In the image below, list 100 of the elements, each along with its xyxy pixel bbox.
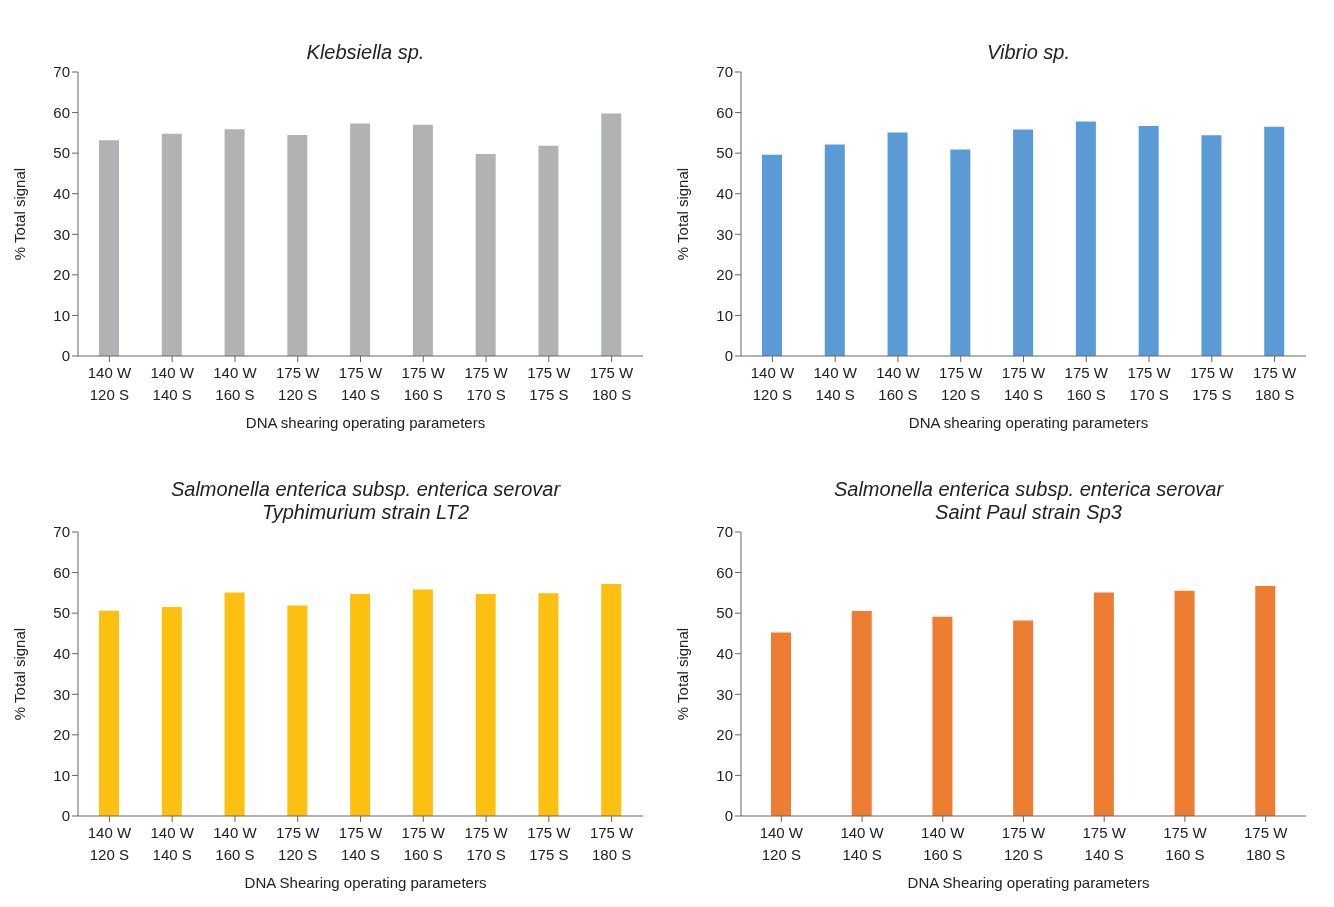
y-tick-label: 70	[716, 523, 733, 541]
y-tick-label: 60	[53, 103, 70, 121]
x-tick-label: 175 W 140 S	[1082, 824, 1127, 863]
y-tick-label: 30	[53, 225, 70, 243]
x-tick-label: 140 W 120 S	[750, 364, 795, 403]
bar	[1013, 620, 1034, 816]
x-tick-label: 175 W 140 S	[1001, 364, 1047, 403]
x-tick-label: 175 W 160 S	[401, 364, 446, 403]
x-tick-label: 140 W 160 S	[213, 364, 258, 403]
bar	[350, 594, 371, 816]
bar	[161, 133, 182, 356]
y-tick-label: 40	[53, 645, 70, 663]
x-tick-label: 175 W 120 S	[939, 364, 984, 403]
bar	[887, 132, 908, 356]
bar	[762, 154, 782, 356]
bar	[601, 583, 622, 816]
y-tick-label: 20	[716, 266, 733, 284]
y-tick-label: 30	[716, 225, 733, 243]
chart-title: Vibrio sp.	[986, 40, 1071, 64]
y-tick-label: 0	[61, 347, 70, 365]
y-tick-label: 0	[724, 347, 733, 365]
y-tick-label: 40	[53, 185, 70, 203]
x-axis-title: DNA shearing operating parameters	[244, 414, 487, 431]
x-tick-label: 175 W 180 S	[589, 364, 635, 403]
x-tick-label: 140 W 140 S	[150, 364, 195, 403]
bar	[412, 589, 433, 816]
y-tick-label: 50	[53, 144, 70, 162]
x-tick-label: 175 W 140 S	[338, 364, 384, 403]
bar	[287, 134, 308, 356]
y-tick-label: 70	[53, 523, 70, 541]
x-tick-label: 140 W 120 S	[87, 824, 132, 863]
y-tick-label: 0	[724, 807, 733, 825]
x-tick-label: 175 W 170 S	[464, 364, 509, 403]
bar	[475, 594, 496, 816]
x-tick-label: 175 W 160 S	[1163, 824, 1208, 863]
chart-title: Klebsiella sp.	[305, 40, 426, 64]
bar	[1264, 126, 1285, 356]
x-tick-label: 175 W 175 S	[527, 364, 572, 403]
x-tick-label: 140 W 160 S	[213, 824, 258, 863]
y-axis-title: % Total signal	[11, 167, 29, 261]
bar	[1138, 125, 1159, 356]
x-tick-label: 175 W 170 S	[464, 824, 509, 863]
y-tick-label: 40	[716, 645, 733, 663]
x-tick-label: 175 W 140 S	[338, 824, 384, 863]
x-tick-label: 175 W 120 S	[276, 824, 321, 863]
y-tick-label: 20	[716, 726, 733, 744]
x-tick-label: 175 W 180 S	[1252, 364, 1298, 403]
y-axis-title: % Total signal	[674, 627, 692, 721]
chart-title: Salmonella enterica subsp. enterica serovar Saint Paul strain Sp3	[832, 477, 1225, 524]
x-axis-title: DNA Shearing operating parameters	[906, 874, 1151, 891]
y-tick-label: 50	[716, 604, 733, 622]
x-tick-label: 175 W 160 S	[401, 824, 446, 863]
bar	[771, 632, 791, 816]
x-axis-title: DNA shearing operating parameters	[907, 414, 1150, 431]
y-tick-label: 50	[716, 144, 733, 162]
bar	[161, 607, 182, 816]
bar	[538, 593, 559, 816]
x-tick-label: 140 W 140 S	[813, 364, 858, 403]
x-axis-title: DNA Shearing operating parameters	[243, 874, 488, 891]
x-tick-label: 175 W 120 S	[1001, 824, 1047, 863]
y-tick-label: 50	[53, 604, 70, 622]
x-tick-label: 140 W 140 S	[840, 824, 885, 863]
y-tick-label: 60	[716, 563, 733, 581]
bar	[350, 123, 371, 356]
x-tick-label: 175 W 160 S	[1064, 364, 1109, 403]
y-tick-label: 20	[53, 726, 70, 744]
x-tick-label: 175 W 120 S	[276, 364, 321, 403]
bar	[224, 129, 245, 356]
y-tick-label: 60	[53, 563, 70, 581]
x-tick-label: 175 W 180 S	[1243, 824, 1289, 863]
y-tick-label: 10	[716, 306, 733, 324]
bar	[950, 149, 971, 356]
x-tick-label: 175 W 175 S	[527, 824, 572, 863]
x-tick-label: 140 W 120 S	[759, 824, 804, 863]
bar	[412, 124, 433, 356]
y-tick-label: 60	[716, 103, 733, 121]
bar	[1093, 592, 1114, 816]
bar	[1013, 129, 1034, 356]
y-axis-title: % Total signal	[674, 167, 692, 261]
x-tick-label: 175 W 180 S	[589, 824, 635, 863]
bar	[824, 144, 845, 356]
bar	[1174, 590, 1195, 816]
y-tick-label: 40	[716, 185, 733, 203]
x-tick-label: 175 W 175 S	[1190, 364, 1235, 403]
bar	[99, 610, 119, 816]
y-tick-label: 70	[53, 63, 70, 81]
bar	[99, 140, 119, 356]
x-tick-label: 140 W 140 S	[150, 824, 195, 863]
bar	[538, 145, 559, 356]
y-tick-label: 10	[53, 306, 70, 324]
x-tick-label: 140 W 120 S	[87, 364, 132, 403]
bar	[1075, 121, 1096, 356]
bar	[932, 616, 953, 816]
y-tick-label: 70	[716, 63, 733, 81]
y-tick-label: 10	[716, 766, 733, 784]
bar	[475, 153, 496, 356]
bar	[851, 611, 872, 816]
y-tick-label: 30	[716, 685, 733, 703]
bar	[1255, 585, 1276, 816]
bar	[224, 592, 245, 816]
